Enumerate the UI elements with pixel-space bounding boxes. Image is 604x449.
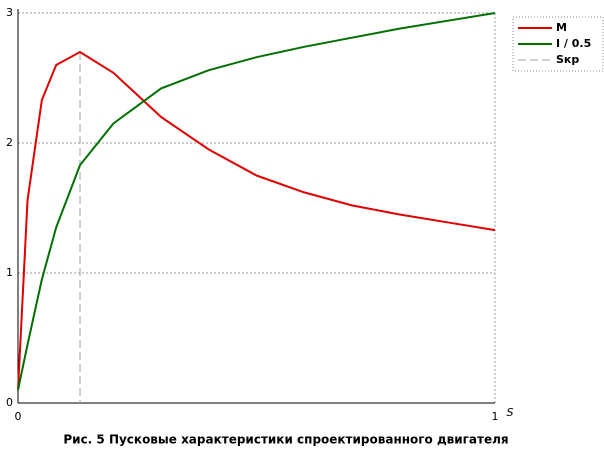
legend-label: M <box>556 21 567 34</box>
x-axis-label: S <box>507 406 514 419</box>
legend-label: I / 0.5 <box>556 37 591 50</box>
legend-label: Sкр <box>556 53 579 66</box>
line-series <box>17 51 496 391</box>
y-tick-label: 1 <box>6 266 13 279</box>
x-tick-label: 1 <box>492 410 499 423</box>
x-tick-label: 0 <box>15 410 22 423</box>
y-tick-label: 2 <box>6 136 13 149</box>
y-tick-label: 0 <box>6 396 13 409</box>
line-series <box>17 12 496 391</box>
y-tick-label: 3 <box>6 6 13 19</box>
caption: Рис. 5 Пусковые характеристики спроектир… <box>63 433 508 447</box>
